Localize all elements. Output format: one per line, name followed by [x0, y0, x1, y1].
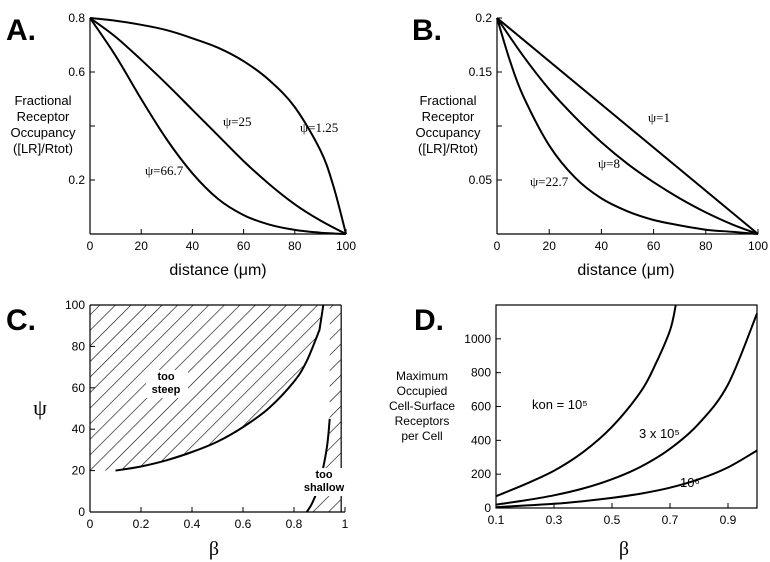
panel-a-y-tick-label: 0.2 — [68, 173, 85, 187]
panel-a-series-label: ψ=66.7 — [145, 163, 184, 178]
too-steep-label-bg — [146, 370, 188, 398]
panel-b-x-tick-label: 100 — [748, 239, 768, 253]
panel-b-x-tick-label: 60 — [647, 239, 661, 253]
panel-d-ylabel-line: Receptors — [395, 414, 450, 428]
too-steep-region — [90, 305, 324, 471]
panel-c-x-tick-label: 0.2 — [133, 517, 150, 531]
panel-d-x-tick-label: 0.1 — [488, 513, 505, 527]
panel-a-series-line — [89, 17, 347, 235]
panel-a-x-tick-label: 60 — [237, 239, 251, 253]
panel-c-x-tick-label: 0.4 — [184, 517, 201, 531]
panel-a-ylabel-line: Receptor — [17, 109, 70, 124]
too-shallow-label-bg — [304, 468, 344, 496]
panel-a-x-tick-label: 100 — [336, 239, 356, 253]
panel-d-y-tick-label: 1000 — [464, 332, 491, 346]
panel-b-ylabel-line: ([LR]/Rtot) — [418, 141, 478, 156]
panel-b-y-tick-label: 0.15 — [469, 65, 493, 79]
panel-b-series-label: ψ=22.7 — [530, 174, 569, 189]
panel-c-y-tick-label: 80 — [72, 339, 86, 353]
panel-c-xlabel: β — [209, 538, 219, 560]
panel-d-series-label: kon = 10⁵ — [532, 397, 588, 412]
panel-a-y-tick-label: 0.6 — [68, 65, 85, 79]
panel-c-x-tick-label: 1 — [342, 517, 349, 531]
panel-b-ylabel-line: Occupancy — [415, 125, 481, 140]
panel-b-xlabel: distance (μm) — [577, 262, 674, 279]
panel-d-y-tick-label: 200 — [471, 467, 491, 481]
panel-d-label: D. — [414, 304, 444, 337]
panel-c-y-tick-label: 100 — [65, 298, 85, 312]
panel-c-y-tick-label: 20 — [72, 464, 86, 478]
too-steep-label: steep — [152, 384, 181, 396]
panel-d: Maximum Occupied Cell-Surface Receptors … — [389, 304, 758, 560]
panel-c-x-tick-label: 0.6 — [235, 517, 252, 531]
panel-c-x-tick-label: 0.8 — [286, 517, 303, 531]
panel-b-series-label: ψ=8 — [598, 156, 620, 171]
panel-a-x-tick-label: 20 — [135, 239, 149, 253]
panel-b-ylabel-line: Receptor — [422, 109, 475, 124]
panel-a-x-tick-label: 0 — [87, 239, 94, 253]
panel-b-x-tick-label: 80 — [699, 239, 713, 253]
panel-d-series-label: 3 x 10⁵ — [639, 426, 680, 441]
panel-d-series-label: 10⁶ — [680, 475, 700, 490]
panel-a-series-label: ψ=1.25 — [300, 120, 338, 135]
panel-a-x-tick-label: 80 — [288, 239, 302, 253]
panel-b: Fractional Receptor Occupancy ([LR]/Rtot… — [415, 11, 768, 279]
panel-d-ylabel-line: Cell-Surface — [389, 399, 455, 413]
panel-d-x-tick-label: 0.5 — [604, 513, 621, 527]
panel-d-ylabel: Maximum Occupied Cell-Surface Receptors … — [389, 369, 455, 443]
panel-b-x-tick-label: 40 — [595, 239, 609, 253]
panel-b-series-label: ψ=1 — [648, 110, 670, 125]
panel-d-x-tick-label: 0.3 — [546, 513, 563, 527]
panel-a-ylabel-line: Fractional — [14, 93, 71, 108]
panel-a-ylabel: Fractional Receptor Occupancy ([LR]/Rtot… — [10, 93, 76, 156]
too-steep-boundary — [115, 304, 325, 472]
panel-a-y-tick-label: 0.8 — [68, 11, 85, 25]
panel-b-ylabel: Fractional Receptor Occupancy ([LR]/Rtot… — [415, 93, 481, 156]
panel-a: Fractional Receptor Occupancy ([LR]/Rtot… — [10, 11, 356, 279]
too-shallow-label: shallow — [304, 482, 345, 494]
panel-b-series-line — [496, 17, 759, 235]
panel-c-y-tick-label: 0 — [78, 505, 85, 519]
panel-d-y-tick-label: 600 — [471, 400, 491, 414]
panel-b-x-tick-label: 0 — [494, 239, 501, 253]
panel-b-x-tick-label: 20 — [543, 239, 557, 253]
panel-b-label: B. — [412, 14, 442, 47]
panel-c-label: C. — [6, 304, 36, 337]
panel-c-x-tick-label: 0 — [87, 517, 94, 531]
panel-d-ylabel-line: Occupied — [397, 384, 448, 398]
panel-d-xlabel: β — [619, 538, 629, 560]
panel-b-series-line — [496, 17, 759, 235]
panel-d-y-tick-label: 0 — [484, 501, 491, 515]
panel-d-series-line — [495, 449, 758, 509]
panel-c-y-tick-label: 40 — [72, 422, 86, 436]
panel-b-series-line — [496, 17, 759, 235]
panel-a-series-line — [89, 17, 347, 235]
panel-d-x-tick-label: 0.7 — [662, 513, 679, 527]
panel-d-y-tick-label: 800 — [471, 366, 491, 380]
panel-a-series-line — [89, 17, 347, 235]
too-shallow-label: too — [315, 469, 332, 481]
panel-d-series-line — [495, 313, 758, 506]
panel-d-series-line — [495, 304, 677, 498]
panel-b-y-tick-label: 0.2 — [475, 11, 492, 25]
panel-a-ylabel-line: ([LR]/Rtot) — [13, 141, 73, 156]
panel-d-ylabel-line: per Cell — [401, 429, 442, 443]
panel-d-y-tick-label: 400 — [471, 433, 491, 447]
panel-a-label: A. — [6, 14, 36, 47]
panel-d-x-tick-label: 0.9 — [720, 513, 737, 527]
panel-a-series-label: ψ=25 — [223, 114, 251, 129]
panel-a-ylabel-line: Occupancy — [10, 125, 76, 140]
panel-d-ylabel-line: Maximum — [396, 369, 448, 383]
panel-b-y-tick-label: 0.05 — [469, 173, 493, 187]
panel-c-y-tick-label: 60 — [72, 381, 86, 395]
panel-c-ylabel: ψ — [33, 395, 47, 420]
too-steep-label: too — [157, 371, 174, 383]
panel-a-x-tick-label: 40 — [186, 239, 200, 253]
panel-b-ylabel-line: Fractional — [419, 93, 476, 108]
panel-a-xlabel: distance (μm) — [169, 262, 266, 279]
too-shallow-region — [306, 305, 342, 512]
